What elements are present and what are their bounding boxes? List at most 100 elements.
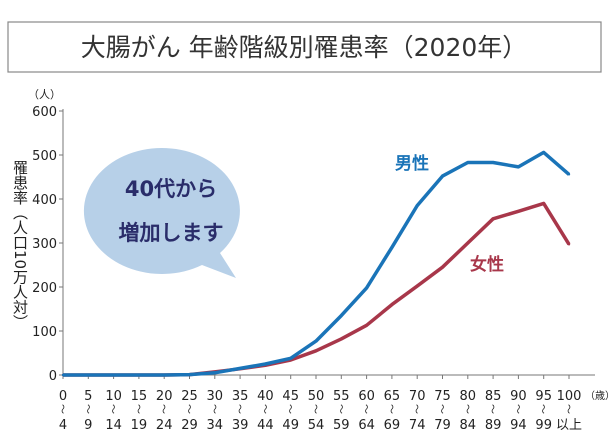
x-tick-tilde: 〜 <box>56 404 67 414</box>
x-tick-tilde: 〜 <box>385 404 396 414</box>
title-box <box>7 21 602 73</box>
y-tick-label: 500 <box>32 149 57 164</box>
x-tick-label-bottom: 99 <box>535 418 552 433</box>
x-tick-tilde: 〜 <box>436 404 447 414</box>
y-tick-label: 600 <box>32 105 57 120</box>
x-tick-tilde: 〜 <box>360 404 371 414</box>
data-point <box>163 373 166 377</box>
x-tick-tilde: 〜 <box>334 404 345 414</box>
x-tick-label-top: 5 <box>84 389 92 404</box>
x-tick-label-top: 50 <box>308 389 325 404</box>
x-tick-label-bottom: 74 <box>409 418 426 433</box>
x-tick-label-bottom: 9 <box>84 418 92 433</box>
y-tick-label: 100 <box>32 325 57 340</box>
x-tick-tilde: 〜 <box>537 404 548 414</box>
x-tick-label-top: 75 <box>434 389 451 404</box>
x-tick-label-top: 20 <box>156 389 173 404</box>
x-tick-tilde: 〜 <box>132 404 143 414</box>
data-point <box>188 373 191 376</box>
x-tick-label-bottom: 49 <box>282 418 299 433</box>
x-tick-tilde: 〜 <box>183 404 194 414</box>
data-point <box>238 367 242 370</box>
data-point <box>491 161 495 164</box>
x-tick-label-top: 65 <box>384 389 401 404</box>
data-point <box>340 337 343 341</box>
x-tick-label-bottom: 54 <box>308 418 325 433</box>
data-point <box>340 314 343 317</box>
x-tick-label-bottom: 24 <box>156 418 173 433</box>
x-tick-label-top: 95 <box>535 389 552 404</box>
data-point <box>416 284 419 288</box>
x-tick-tilde: 〜 <box>208 404 219 414</box>
data-point <box>517 165 520 169</box>
data-point <box>390 303 394 306</box>
data-point <box>365 286 368 290</box>
x-tick-label-bottom: 39 <box>232 418 249 433</box>
x-tick-label-top: 25 <box>181 389 198 404</box>
y-tick-label: 300 <box>32 237 57 252</box>
x-tick-label-bottom: 69 <box>384 418 401 433</box>
x-tick-label-bottom: 19 <box>131 418 148 433</box>
x-tick-label-bottom: 44 <box>257 418 274 433</box>
x-tick-label-bottom: 79 <box>434 418 451 433</box>
x-tick-label-top: 55 <box>333 389 350 404</box>
data-point <box>441 266 444 269</box>
x-tick-tilde: 〜 <box>410 404 421 414</box>
x-tick-tilde: 〜 <box>309 404 320 414</box>
data-point <box>567 243 571 246</box>
x-tick-label-bottom: 89 <box>485 418 502 433</box>
x-tick-label-top: 90 <box>510 389 527 404</box>
data-point <box>365 324 368 327</box>
data-point <box>441 174 444 178</box>
data-point <box>314 339 318 343</box>
x-tick-label-bottom: 4 <box>59 418 67 433</box>
x-unit: （歳） <box>585 390 610 402</box>
y-axis-label: 罹患率（人口10万人対） <box>11 160 29 329</box>
legend-female: 女性 <box>470 254 504 275</box>
speech-bubble <box>83 147 240 278</box>
x-tick-label-top: 70 <box>409 389 426 404</box>
data-point <box>87 373 90 377</box>
x-tick-label-bottom: 94 <box>510 418 527 433</box>
x-tick-tilde: 〜 <box>486 404 497 414</box>
y-tick-label: 200 <box>32 281 57 296</box>
x-tick-label-top: 45 <box>282 389 299 404</box>
x-tick-tilde: 〜 <box>233 404 244 414</box>
data-point <box>264 362 267 366</box>
data-point <box>517 210 520 213</box>
x-tick-label-bottom: 59 <box>333 418 350 433</box>
data-point <box>542 202 545 205</box>
data-point <box>137 373 141 377</box>
x-tick-label-top: 0 <box>59 389 67 404</box>
data-point <box>314 349 318 352</box>
x-tick-label-top: 40 <box>257 389 274 404</box>
x-tick-label-bottom: 29 <box>181 418 198 433</box>
data-point <box>491 217 495 220</box>
x-tick-label-top: 80 <box>460 389 477 404</box>
annotation-bubble: 40代から 増加します <box>83 147 240 278</box>
legend-male: 男性 <box>395 153 429 174</box>
x-tick-label-top: 85 <box>485 389 502 404</box>
x-tick-label-top: 35 <box>232 389 249 404</box>
data-point <box>542 151 545 154</box>
data-point <box>112 373 115 377</box>
data-point <box>390 246 394 249</box>
x-tick-tilde: 〜 <box>258 404 269 414</box>
data-point <box>466 161 469 164</box>
x-tick-tilde: 〜 <box>157 404 168 414</box>
x-tick-label-top: 100 <box>557 389 582 404</box>
x-tick-tilde: 〜 <box>81 404 92 414</box>
x-tick-label-top: 60 <box>358 389 375 404</box>
annotation-line2: 増加します <box>119 221 224 245</box>
annotation-line1: 40代から <box>125 177 217 201</box>
x-tick-tilde: 〜 <box>107 404 118 414</box>
x-tick-tilde: 〜 <box>284 404 295 414</box>
y-unit: （人） <box>28 88 61 101</box>
y-tick-label: 400 <box>32 193 57 208</box>
x-tick-label-bottom: 34 <box>207 418 224 433</box>
data-point <box>213 371 216 374</box>
data-point <box>466 241 469 245</box>
x-tick-label-top: 15 <box>131 389 148 404</box>
data-point <box>416 204 419 207</box>
